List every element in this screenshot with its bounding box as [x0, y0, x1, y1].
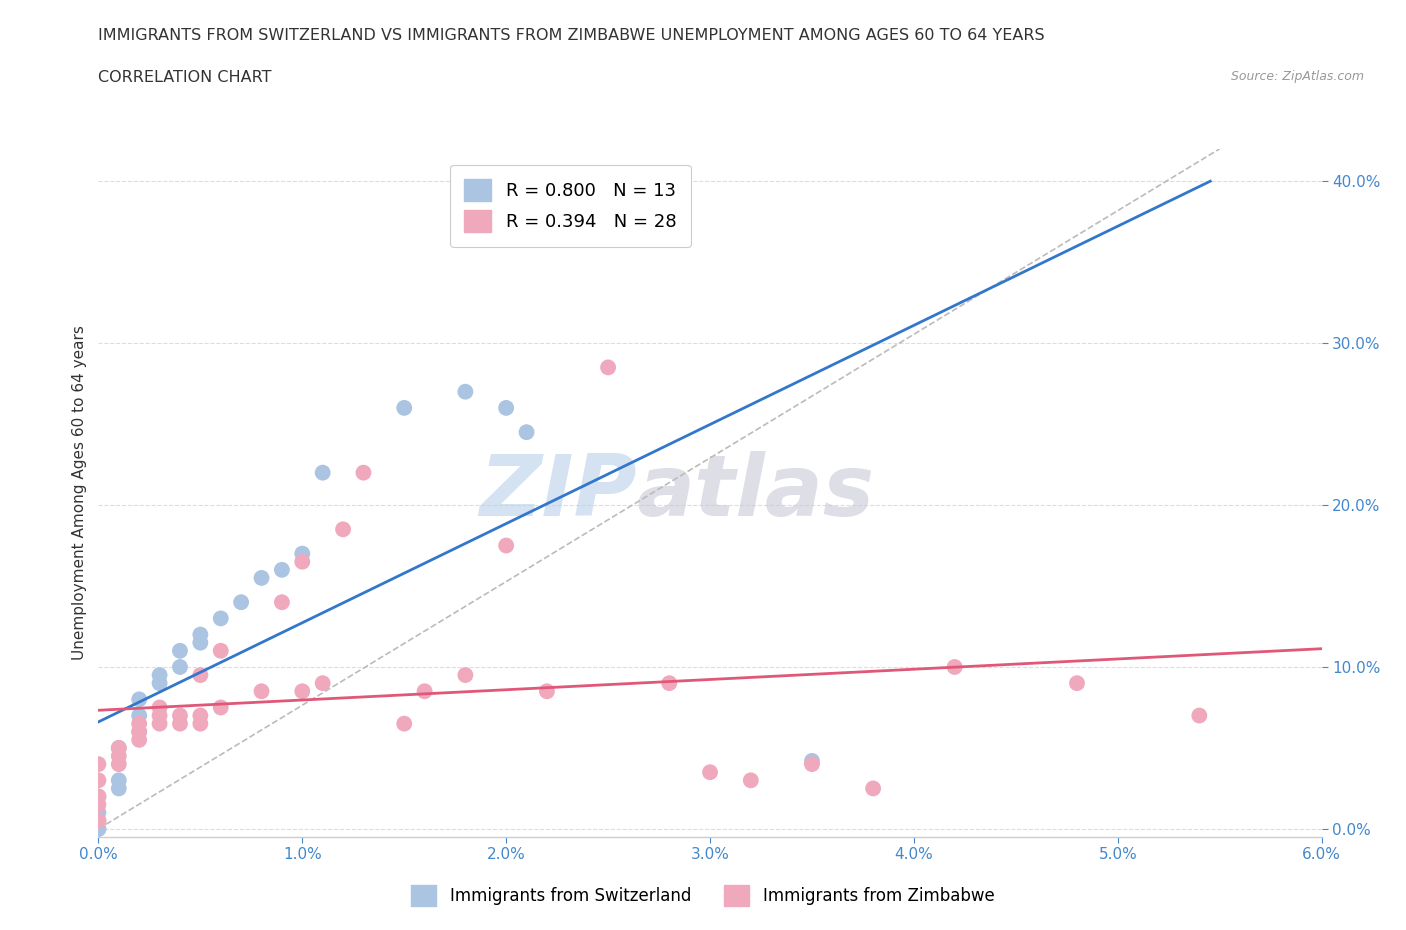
- Point: [128, 733, 150, 748]
- Point: [188, 716, 212, 731]
- Point: [149, 668, 172, 683]
- Point: [128, 692, 150, 707]
- Point: [87, 821, 110, 836]
- Point: [149, 700, 172, 715]
- Point: [699, 764, 721, 779]
- Point: [108, 749, 131, 764]
- Point: [149, 716, 172, 731]
- Point: [801, 757, 824, 772]
- Point: [209, 611, 232, 626]
- Point: [128, 724, 150, 739]
- Point: [87, 797, 110, 812]
- Point: [801, 753, 824, 768]
- Point: [108, 740, 131, 755]
- Point: [454, 384, 477, 399]
- Point: [862, 781, 884, 796]
- Point: [169, 644, 191, 658]
- Point: [291, 546, 314, 561]
- Point: [270, 563, 292, 578]
- Point: [536, 684, 558, 698]
- Point: [128, 716, 150, 731]
- Point: [108, 773, 131, 788]
- Point: [250, 570, 273, 585]
- Point: [1188, 708, 1211, 723]
- Text: IMMIGRANTS FROM SWITZERLAND VS IMMIGRANTS FROM ZIMBABWE UNEMPLOYMENT AMONG AGES : IMMIGRANTS FROM SWITZERLAND VS IMMIGRANT…: [98, 28, 1045, 43]
- Point: [332, 522, 354, 537]
- Point: [87, 757, 110, 772]
- Point: [169, 716, 191, 731]
- Point: [87, 773, 110, 788]
- Point: [1066, 676, 1088, 691]
- Point: [169, 659, 191, 674]
- Point: [87, 814, 110, 829]
- Point: [943, 659, 966, 674]
- Point: [108, 740, 131, 755]
- Point: [515, 425, 537, 440]
- Point: [311, 465, 335, 480]
- Point: [87, 789, 110, 804]
- Point: [658, 676, 681, 691]
- Point: [495, 538, 517, 553]
- Point: [149, 676, 172, 691]
- Point: [188, 668, 212, 683]
- Point: [169, 708, 191, 723]
- Point: [108, 757, 131, 772]
- Point: [209, 644, 232, 658]
- Point: [87, 805, 110, 820]
- Point: [108, 781, 131, 796]
- Point: [229, 595, 253, 610]
- Point: [87, 821, 110, 836]
- Point: [188, 708, 212, 723]
- Legend: Immigrants from Switzerland, Immigrants from Zimbabwe: Immigrants from Switzerland, Immigrants …: [405, 879, 1001, 912]
- Point: [87, 789, 110, 804]
- Point: [270, 595, 292, 610]
- Legend: R = 0.800   N = 13, R = 0.394   N = 28: R = 0.800 N = 13, R = 0.394 N = 28: [450, 165, 690, 246]
- Point: [495, 401, 517, 416]
- Point: [291, 554, 314, 569]
- Point: [209, 700, 232, 715]
- Point: [596, 360, 619, 375]
- Point: [128, 724, 150, 739]
- Point: [352, 465, 374, 480]
- Text: ZIP: ZIP: [479, 451, 637, 535]
- Point: [454, 668, 477, 683]
- Point: [291, 684, 314, 698]
- Text: atlas: atlas: [637, 451, 875, 535]
- Point: [250, 684, 273, 698]
- Point: [128, 708, 150, 723]
- Text: CORRELATION CHART: CORRELATION CHART: [98, 70, 271, 85]
- Point: [188, 635, 212, 650]
- Point: [392, 401, 416, 416]
- Point: [311, 676, 335, 691]
- Text: Source: ZipAtlas.com: Source: ZipAtlas.com: [1230, 70, 1364, 83]
- Point: [740, 773, 762, 788]
- Point: [392, 716, 416, 731]
- Point: [149, 708, 172, 723]
- Point: [87, 814, 110, 829]
- Point: [413, 684, 436, 698]
- Point: [188, 627, 212, 642]
- Y-axis label: Unemployment Among Ages 60 to 64 years: Unemployment Among Ages 60 to 64 years: [72, 326, 87, 660]
